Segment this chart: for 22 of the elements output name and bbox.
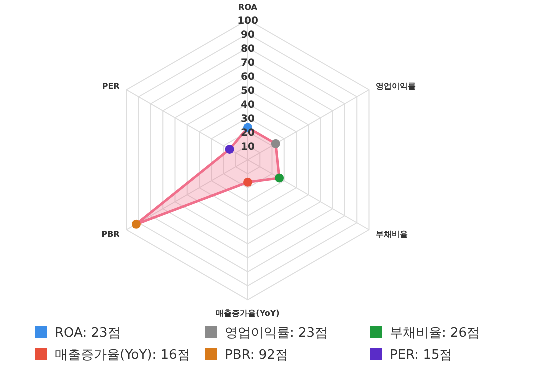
text: PBR: 92점	[225, 348, 288, 363]
spoke-label: 매출증가율(YoY)	[216, 309, 280, 318]
y-tick-label: 80	[241, 44, 255, 55]
text: 매출증가율(YoY): 16점	[55, 348, 190, 363]
y-tick-label: 40	[241, 100, 255, 111]
text: ROA: 23점	[55, 326, 121, 341]
y-tick-label: 30	[241, 114, 255, 125]
spoke-label: PBR	[102, 230, 120, 239]
text: 부채비율: 26점	[390, 326, 480, 341]
spoke-label: PER	[102, 82, 120, 91]
y-tick-label: 50	[241, 86, 255, 97]
y-tick-label: 10	[241, 142, 255, 153]
text: PER: 15점	[390, 348, 453, 363]
y-tick-label: 90	[241, 30, 255, 41]
spoke-label: ROA	[238, 3, 258, 12]
spoke-label: 부채비율	[376, 230, 408, 239]
y-tick-label: 60	[241, 72, 255, 83]
spoke-label: 영업이익률	[376, 82, 416, 91]
y-tick-label: 20	[241, 128, 255, 139]
text: 영업이익률: 23점	[225, 326, 328, 341]
y-tick-label: 100	[238, 16, 258, 27]
y-tick-label: 70	[241, 58, 255, 69]
